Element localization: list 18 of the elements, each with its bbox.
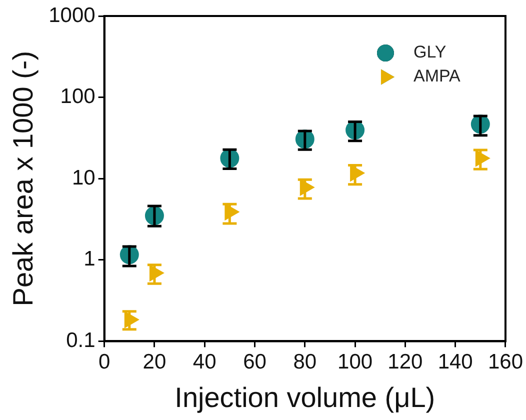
x-tick-label: 0 <box>98 350 110 374</box>
x-axis-title: Injection volume (μL) <box>174 382 436 413</box>
x-tick-label: 60 <box>243 350 266 374</box>
x-tick-label: 80 <box>293 350 317 374</box>
legend-label: GLY <box>413 42 446 62</box>
x-tick-label: 20 <box>142 350 166 374</box>
x-tick-label: 40 <box>192 350 216 374</box>
y-tick-label: 1 <box>84 248 96 271</box>
x-tick-label: 140 <box>438 350 473 374</box>
legend-label: AMPA <box>413 66 462 86</box>
y-tick-label: 100 <box>60 85 96 108</box>
y-tick-label: 0.1 <box>66 328 96 352</box>
x-tick-label: 160 <box>488 350 524 374</box>
y-tick-label: 10 <box>72 166 96 190</box>
x-tick-label: 120 <box>388 350 423 374</box>
x-tick-label: 100 <box>338 350 373 374</box>
y-tick-label: 1000 <box>48 4 96 27</box>
y-axis-title: Peak area x 1000 (-) <box>8 50 39 306</box>
